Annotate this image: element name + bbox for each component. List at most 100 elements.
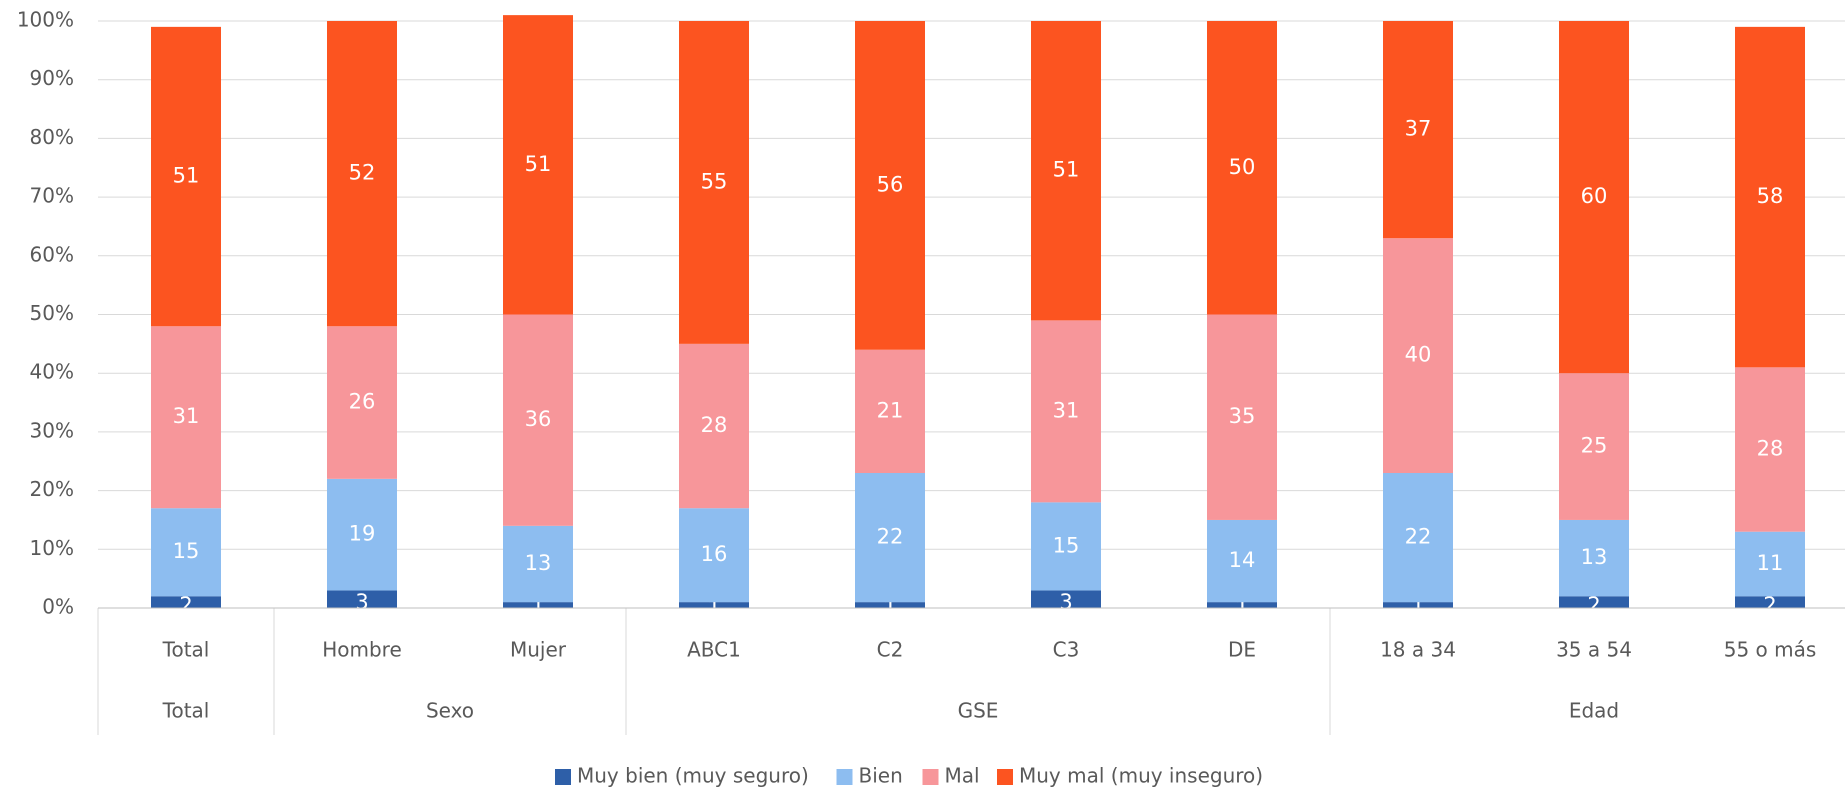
legend-label: Muy bien (muy seguro) xyxy=(577,764,809,788)
bar-segment xyxy=(503,525,573,603)
value-label: 51 xyxy=(173,164,200,188)
bar-segment xyxy=(151,596,221,608)
x-tick-label: Total xyxy=(162,638,210,662)
value-label: 50 xyxy=(1229,155,1256,179)
value-label: 56 xyxy=(877,172,904,196)
value-label: 19 xyxy=(349,522,376,546)
bar-segment xyxy=(1207,602,1277,608)
x-tick-label: DE xyxy=(1228,638,1256,662)
value-label: 28 xyxy=(1757,437,1784,461)
bar-segment xyxy=(1383,21,1453,239)
value-label: 2 xyxy=(1763,593,1776,617)
bar-segment xyxy=(855,349,925,473)
value-label: 13 xyxy=(1581,545,1608,569)
y-tick-label: 60% xyxy=(30,242,74,266)
bar-segment xyxy=(679,21,749,344)
bar-segment xyxy=(1735,596,1805,608)
group-label: Sexo xyxy=(426,699,474,723)
x-tick-label: ABC1 xyxy=(687,638,741,662)
legend-label: Muy mal (muy inseguro) xyxy=(1019,764,1263,788)
bar-segment xyxy=(327,21,397,327)
legend-swatch xyxy=(922,769,939,785)
value-label: 31 xyxy=(173,404,200,428)
y-tick-label: 0% xyxy=(42,595,74,619)
bar-segment xyxy=(1559,21,1629,374)
bar-segment xyxy=(679,343,749,509)
bar-segment xyxy=(1559,373,1629,520)
bar-segment xyxy=(503,15,573,315)
bar-segment xyxy=(1383,238,1453,473)
bar-segment xyxy=(1383,602,1453,608)
bar-segment xyxy=(1031,320,1101,503)
value-label: 28 xyxy=(701,413,728,437)
bar-segment xyxy=(327,478,397,591)
value-label: 11 xyxy=(1757,551,1784,575)
bar-segment xyxy=(1207,519,1277,603)
value-label: 51 xyxy=(525,152,552,176)
legend-swatch xyxy=(836,769,853,785)
value-label: 13 xyxy=(525,551,552,575)
legend-label: Mal xyxy=(945,764,980,788)
value-label: 40 xyxy=(1405,343,1432,367)
value-label: 58 xyxy=(1757,184,1784,208)
value-label: 60 xyxy=(1581,184,1608,208)
x-tick-label: C2 xyxy=(877,638,904,662)
bar-segment xyxy=(679,602,749,608)
value-label: 21 xyxy=(877,398,904,422)
y-tick-label: 40% xyxy=(30,360,74,384)
y-tick-label: 70% xyxy=(30,184,74,208)
y-tick-label: 80% xyxy=(30,125,74,149)
bar-segment xyxy=(1031,502,1101,591)
bar-segment xyxy=(1559,519,1629,597)
value-label: 15 xyxy=(173,539,200,563)
bar-segment xyxy=(1383,472,1453,603)
value-label: 22 xyxy=(877,525,904,549)
group-label: Edad xyxy=(1569,699,1619,723)
bar-segment xyxy=(1207,314,1277,520)
bar-segment xyxy=(151,508,221,597)
x-tick-label: 35 a 54 xyxy=(1556,638,1632,662)
value-label: 37 xyxy=(1405,117,1432,141)
y-tick-label: 10% xyxy=(30,536,74,560)
value-label: 55 xyxy=(701,169,728,193)
bar-segment xyxy=(327,590,397,608)
y-tick-label: 30% xyxy=(30,418,74,442)
y-tick-label: 50% xyxy=(30,301,74,325)
bar-segment xyxy=(1031,590,1101,608)
group-label: Total xyxy=(162,699,210,723)
bar-segment xyxy=(1031,21,1101,321)
value-label: 15 xyxy=(1053,533,1080,557)
value-label: 3 xyxy=(355,590,368,614)
value-label: 35 xyxy=(1229,404,1256,428)
x-tick-label: 18 a 34 xyxy=(1380,638,1456,662)
y-tick-label: 90% xyxy=(30,66,74,90)
bar-segment xyxy=(1207,21,1277,315)
value-label: 26 xyxy=(349,390,376,414)
value-label: 3 xyxy=(1059,590,1072,614)
y-tick-label: 20% xyxy=(30,477,74,501)
value-label: 51 xyxy=(1053,158,1080,182)
y-tick-label: 100% xyxy=(17,8,74,32)
value-label: 52 xyxy=(349,161,376,185)
x-tick-label: 55 o más xyxy=(1724,638,1817,662)
bar-segment xyxy=(151,326,221,509)
legend-swatch xyxy=(555,769,571,785)
bar-segment xyxy=(503,602,573,608)
value-label: 2 xyxy=(179,593,192,617)
bar-segment xyxy=(1559,596,1629,608)
bar-segment xyxy=(1735,367,1805,532)
x-tick-label: C3 xyxy=(1053,638,1080,662)
value-label: 31 xyxy=(1053,398,1080,422)
bar-segment xyxy=(503,314,573,526)
bar-segment xyxy=(855,602,925,608)
group-label: GSE xyxy=(958,699,999,723)
bar-segment xyxy=(1735,26,1805,368)
value-label: 16 xyxy=(701,542,728,566)
bar-segment xyxy=(679,508,749,603)
x-tick-label: Hombre xyxy=(322,638,402,662)
bar-segment xyxy=(151,26,221,327)
value-label: 36 xyxy=(525,407,552,431)
value-label: 22 xyxy=(1405,525,1432,549)
value-label: 2 xyxy=(1587,593,1600,617)
